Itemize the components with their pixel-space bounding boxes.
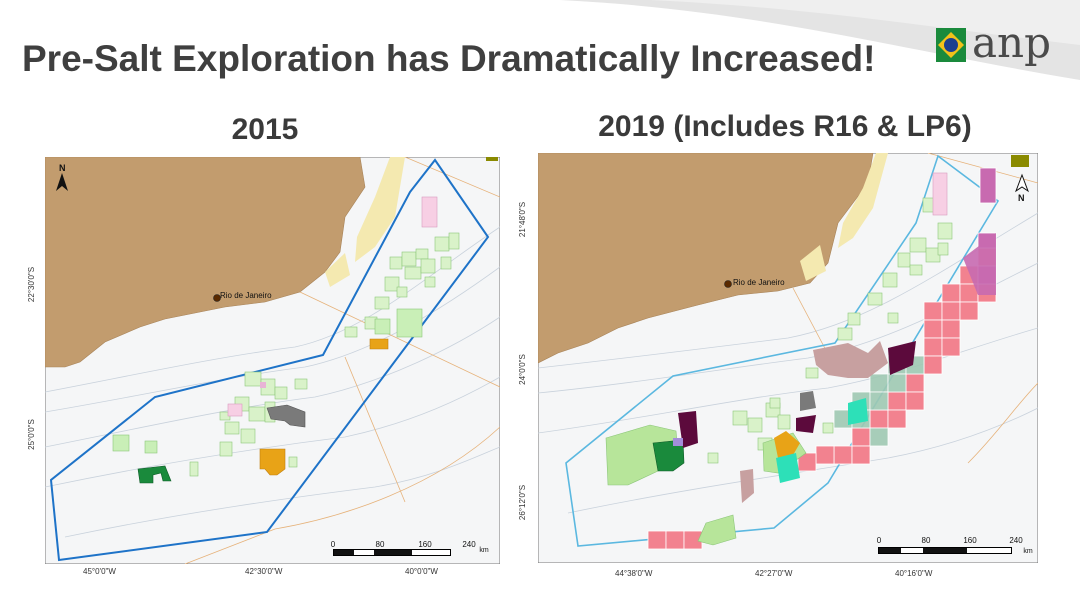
scale-bar-graphic xyxy=(878,547,1012,554)
scale-bar-2015 xyxy=(333,549,478,571)
map-2019-title: 2019 (Includes R16 & LP6) xyxy=(598,110,972,143)
scale-tick: 0 xyxy=(330,540,336,549)
lon-label: 42°27'0"W xyxy=(755,569,793,578)
header-swoosh xyxy=(560,0,1080,80)
slide-title: Pre-Salt Exploration has Dramatically In… xyxy=(22,38,876,79)
north-label: N xyxy=(59,163,66,173)
scale-bar-2019 xyxy=(878,547,1033,569)
map-2015-canvas xyxy=(45,157,500,564)
city-label-rio: Rio de Janeiro xyxy=(220,291,272,300)
anp-logo-text: anp xyxy=(972,18,1051,67)
scale-unit: km xyxy=(479,547,489,554)
lat-label: 22°30'0"S xyxy=(27,266,37,303)
map-2015: Rio de Janeiro N xyxy=(45,157,500,564)
scale-tick: 160 xyxy=(963,536,977,545)
map-2019-canvas xyxy=(538,153,1038,563)
map-2015-title: 2015 xyxy=(231,113,299,146)
lon-label: 45°0'0"W xyxy=(83,567,116,576)
north-label: N xyxy=(1018,193,1025,203)
lat-label: 24°0'0"S xyxy=(517,354,527,385)
scale-tick: 240 xyxy=(462,540,476,549)
scale-tick: 160 xyxy=(418,540,432,549)
scale-tick: 240 xyxy=(1009,536,1023,545)
land-mass xyxy=(45,157,366,368)
anp-logo-mark xyxy=(936,28,966,62)
north-arrow-icon xyxy=(56,173,68,191)
lon-label: 42°30'0"W xyxy=(245,567,283,576)
city-label-rio: Rio de Janeiro xyxy=(733,278,785,287)
scale-tick: 80 xyxy=(375,540,385,549)
lat-label: 25°0'0"S xyxy=(26,419,36,450)
lon-label: 40°0'0"W xyxy=(405,567,438,576)
lon-label: 40°16'0"W xyxy=(895,569,933,578)
anp-logo: anp xyxy=(932,22,1072,76)
scale-tick: 80 xyxy=(921,536,931,545)
map-2019: Rio de Janeiro N xyxy=(538,153,1038,563)
scale-bar-graphic xyxy=(333,549,451,556)
lon-label: 44°38'0"W xyxy=(615,569,653,578)
lat-label: 26°12'0"S xyxy=(518,484,528,521)
scale-unit: km xyxy=(1023,548,1033,555)
scale-tick: 0 xyxy=(876,536,882,545)
land-mass xyxy=(538,153,874,364)
lat-label: 21°48'0"S xyxy=(518,201,528,238)
north-arrow-icon xyxy=(1014,173,1030,193)
